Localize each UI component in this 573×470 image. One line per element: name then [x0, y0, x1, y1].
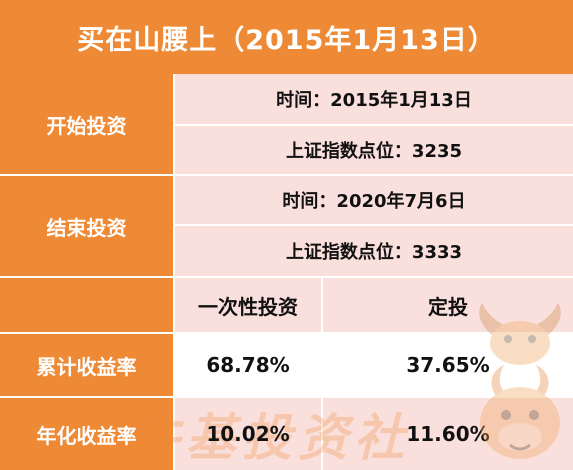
end-time: 时间：2020年7月6日 [175, 176, 573, 224]
row-label-cumulative: 累计收益率 [0, 334, 173, 396]
header-blank-cell [0, 278, 173, 332]
end-investment-label: 结束投资 [0, 176, 173, 276]
table-title: 买在山腰上（2015年1月13日） [0, 0, 573, 74]
start-time: 时间：2015年1月13日 [175, 74, 573, 124]
start-investment-label: 开始投资 [0, 74, 173, 174]
column-header-dca: 定投 [323, 278, 573, 332]
cumulative-dca-value: 37.65% [323, 334, 573, 396]
cumulative-lump-sum-value: 68.78% [175, 334, 321, 396]
start-index: 上证指数点位：3235 [175, 126, 573, 174]
column-header-lump-sum: 一次性投资 [175, 278, 321, 332]
row-label-annualized: 年化收益率 [0, 398, 173, 470]
end-index: 上证指数点位：3333 [175, 226, 573, 276]
annualized-dca-value [323, 398, 573, 470]
annualized-lump-sum-value [175, 398, 321, 470]
annualized-dca-text: 11.60% [406, 422, 490, 446]
annualized-lump-sum-text: 10.02% [206, 422, 290, 446]
